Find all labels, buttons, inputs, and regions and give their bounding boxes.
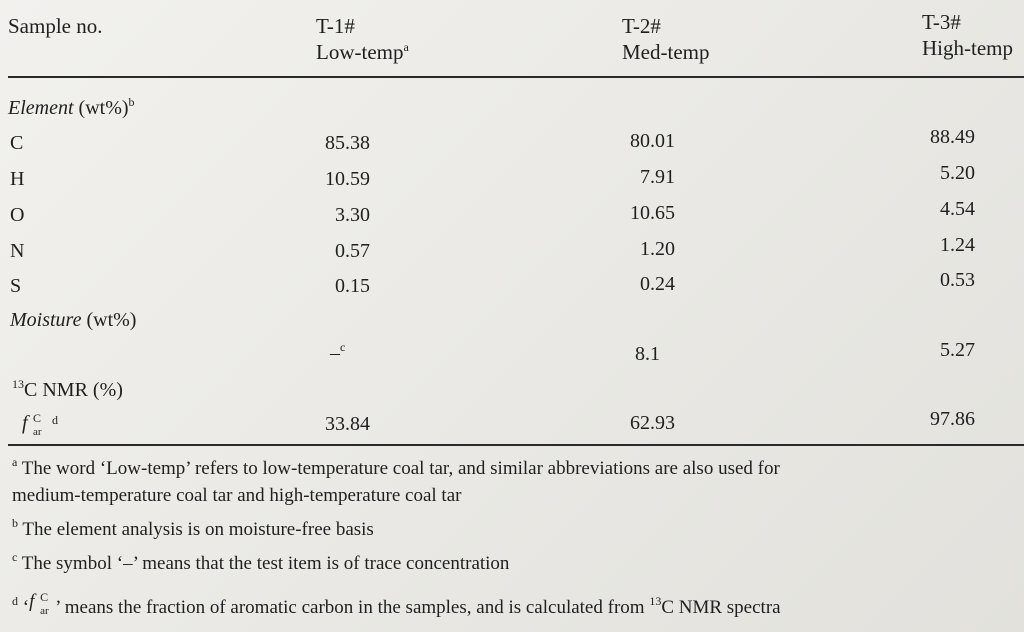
footnote-a-cont: medium-temperature coal tar and high-tem… bbox=[12, 485, 462, 506]
cell-c-t2: 80.01 bbox=[630, 130, 675, 152]
section-moisture: Moisture (wt%) bbox=[10, 309, 137, 331]
col-header-t2-name: Med-temp bbox=[622, 40, 710, 64]
cell-far-t2: 62.93 bbox=[630, 412, 675, 434]
cell-c-t1: 85.38 bbox=[325, 132, 370, 154]
cell-o-t3: 4.54 bbox=[940, 198, 975, 220]
cell-far-t3: 97.86 bbox=[930, 408, 975, 430]
col-header-t3-name: High-temp bbox=[922, 36, 1013, 60]
header-rule bbox=[8, 76, 1024, 78]
cell-s-t2: 0.24 bbox=[640, 273, 675, 295]
cell-s-t3: 0.53 bbox=[940, 269, 975, 291]
cell-far-t1: 33.84 bbox=[325, 413, 370, 435]
col-header-t3-id: T-3# bbox=[922, 10, 961, 34]
sample-no-header: Sample no. bbox=[8, 14, 103, 38]
cell-moisture-t3: 5.27 bbox=[940, 339, 975, 361]
table-bottom-rule bbox=[8, 444, 1024, 446]
cell-h-t2: 7.91 bbox=[640, 166, 675, 188]
col-header-t1-name: Low-tempa bbox=[316, 40, 409, 64]
footnote-marker-d: d bbox=[52, 413, 58, 427]
cell-h-t1: 10.59 bbox=[325, 168, 370, 190]
row-label-c: C bbox=[10, 132, 24, 154]
footnote-c: c The symbol ‘–’ means that the test ite… bbox=[12, 550, 510, 574]
col-header-t1-id: T-1# bbox=[316, 14, 355, 38]
cell-h-t3: 5.20 bbox=[940, 162, 975, 184]
row-label-o: O bbox=[10, 204, 25, 226]
cell-n-t2: 1.20 bbox=[640, 238, 675, 260]
footnote-b: b The element analysis is on moisture-fr… bbox=[12, 516, 374, 540]
footnote-marker-a: a bbox=[403, 40, 409, 54]
cell-moisture-t1: –c bbox=[330, 340, 346, 364]
cell-o-t1: 3.30 bbox=[335, 204, 370, 226]
far-symbol: f C ar d bbox=[22, 411, 58, 438]
row-label-n: N bbox=[10, 240, 25, 262]
cell-s-t1: 0.15 bbox=[335, 275, 370, 297]
footnote-marker-c: c bbox=[340, 340, 346, 354]
cell-o-t2: 10.65 bbox=[630, 202, 675, 224]
cell-moisture-t2: 8.1 bbox=[635, 343, 660, 365]
row-label-h: H bbox=[10, 168, 25, 190]
section-nmr: 13C NMR (%) bbox=[12, 377, 123, 401]
footnote-a: a The word ‘Low-temp’ refers to low-temp… bbox=[12, 455, 780, 479]
col-header-t2-id: T-2# bbox=[622, 14, 661, 38]
cell-c-t3: 88.49 bbox=[930, 126, 975, 148]
cell-n-t3: 1.24 bbox=[940, 234, 975, 256]
cell-n-t1: 0.57 bbox=[335, 240, 370, 262]
row-label-s: S bbox=[10, 275, 22, 297]
section-element: Element (wt%)b bbox=[8, 95, 135, 119]
